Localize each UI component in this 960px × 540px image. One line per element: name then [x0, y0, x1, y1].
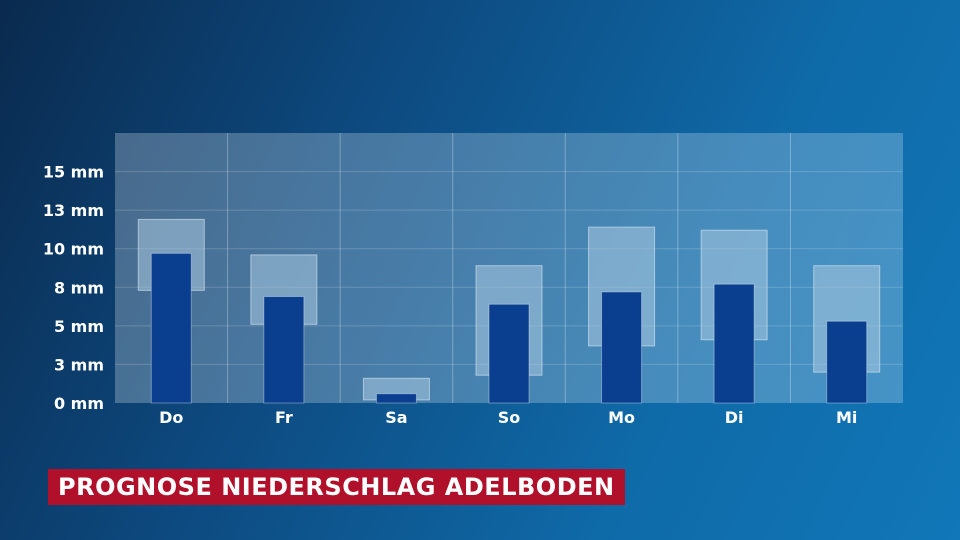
y-tick-label: 10 mm: [43, 240, 104, 259]
range-boxes: [137, 218, 881, 401]
y-tick-label: 13 mm: [43, 201, 104, 220]
bar-so: [488, 303, 530, 404]
category-labels: Do Fr Sa So Mo Di Mi: [159, 408, 857, 427]
chart-title-banner: PROGNOSE NIEDERSCHLAG ADELBODEN: [48, 469, 625, 505]
bar-fr: [263, 296, 305, 404]
bar-do: [150, 252, 192, 404]
y-tick-label: 8 mm: [54, 278, 104, 297]
bar-di: [713, 283, 755, 404]
bars: [150, 252, 868, 404]
category-label-sa: Sa: [385, 408, 407, 427]
category-label-fr: Fr: [275, 408, 293, 427]
bar-sa: [375, 393, 417, 404]
category-label-mi: Mi: [836, 408, 857, 427]
category-label-do: Do: [159, 408, 183, 427]
y-tick-label: 0 mm: [54, 394, 104, 413]
bar-mi: [826, 320, 868, 404]
y-tick-labels: 0 mm 3 mm 5 mm 8 mm 10 mm 13 mm 15 mm: [43, 163, 104, 413]
category-label-so: So: [498, 408, 521, 427]
y-tick-label: 3 mm: [54, 355, 104, 374]
chart-title: PROGNOSE NIEDERSCHLAG ADELBODEN: [58, 473, 615, 501]
y-tick-label: 15 mm: [43, 163, 104, 182]
y-tick-label: 5 mm: [54, 317, 104, 336]
bar-mo: [601, 291, 643, 404]
category-label-mo: Mo: [608, 408, 635, 427]
category-label-di: Di: [725, 408, 744, 427]
